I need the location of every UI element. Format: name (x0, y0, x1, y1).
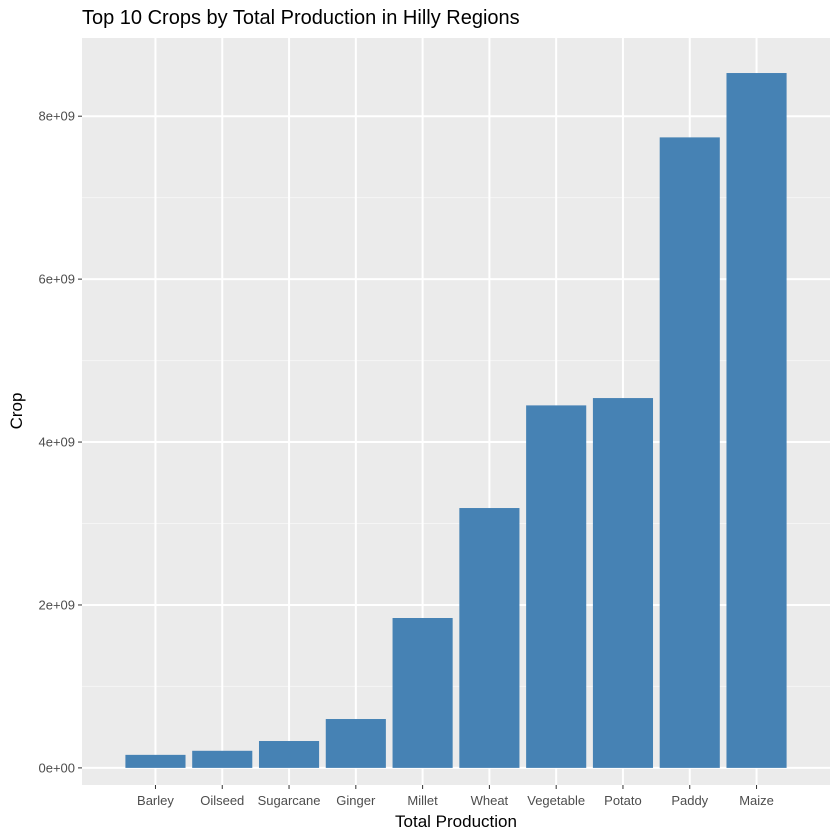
bar-millet (392, 618, 453, 768)
x-tick-label: Vegetable (527, 793, 585, 808)
chart-title: Top 10 Crops by Total Production in Hill… (82, 7, 520, 29)
y-tick-label: 2e+09 (38, 597, 75, 612)
bar-ginger (325, 719, 386, 768)
bar-oilseed (192, 750, 253, 768)
x-tick-label: Sugarcane (258, 793, 321, 808)
y-axis: 0e+00 2e+09 4e+09 6e+09 8e+09 (38, 109, 82, 775)
x-tick-label: Maize (739, 793, 774, 808)
bar-paddy (659, 137, 720, 768)
bar-barley (125, 754, 186, 768)
x-axis-title: Total Production (395, 812, 517, 831)
x-tick-label: Oilseed (200, 793, 244, 808)
x-tick-label: Ginger (336, 793, 376, 808)
x-tick-label: Potato (604, 793, 642, 808)
bar-maize (726, 73, 787, 768)
y-tick-label: 4e+09 (38, 435, 75, 450)
bar-wheat (459, 508, 520, 768)
x-tick-label: Paddy (671, 793, 708, 808)
y-tick-label: 6e+09 (38, 272, 75, 287)
y-axis-title: Crop (7, 393, 26, 430)
x-axis: Barley Oilseed Sugarcane Ginger Millet Wheat V… (137, 785, 774, 808)
y-tick-label: 0e+00 (38, 760, 75, 775)
y-tick-label: 8e+09 (38, 109, 75, 124)
x-tick-label: Wheat (471, 793, 509, 808)
x-tick-label: Millet (407, 793, 438, 808)
bar-potato (592, 398, 654, 768)
x-tick-label: Barley (137, 793, 174, 808)
bar-vegetable (526, 405, 587, 768)
bars (125, 73, 787, 768)
bar-sugarcane (258, 741, 320, 768)
